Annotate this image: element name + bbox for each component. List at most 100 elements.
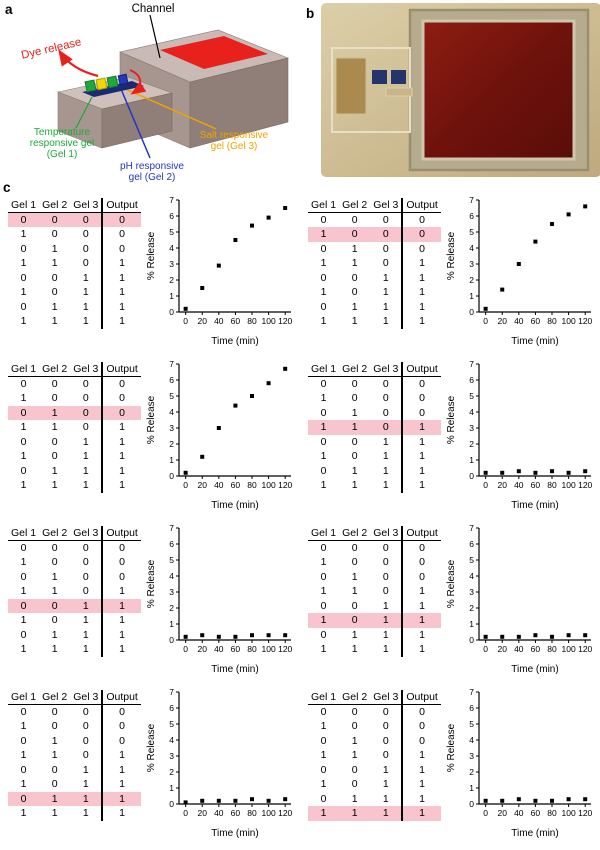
truth-table-cell: 1 xyxy=(51,570,58,583)
truth-table-cell: 0 xyxy=(351,599,358,612)
svg-text:120: 120 xyxy=(578,316,592,326)
gel3-label-line2: gel (Gel 3) xyxy=(211,141,258,152)
truth-table-cell: 0 xyxy=(320,242,327,255)
truth-table-cell: 1 xyxy=(20,257,27,270)
svg-text:20: 20 xyxy=(197,316,207,326)
truth-table-cell: 1 xyxy=(401,584,441,599)
truth-table-cell: 0 xyxy=(401,555,441,570)
gel1-temperature-cube-2 xyxy=(106,75,119,89)
truth-table-cell: 1 xyxy=(351,300,358,313)
svg-text:% Release: % Release xyxy=(146,559,157,608)
svg-text:4: 4 xyxy=(469,407,474,417)
truth-table-cell: 0 xyxy=(382,706,389,718)
truth-table-cell: 0 xyxy=(20,734,27,747)
truth-table-header: Output xyxy=(101,198,141,213)
truth-table-cell: 1 xyxy=(20,479,27,492)
truth-table-header-row: Gel 1 Gel 2 Gel 3 Output xyxy=(8,198,141,213)
svg-text:80: 80 xyxy=(547,480,557,490)
truth-table-cell: 1 xyxy=(101,478,141,493)
svg-text:% Release: % Release xyxy=(446,723,457,772)
svg-text:40: 40 xyxy=(214,316,224,326)
truth-table-cell: 1 xyxy=(20,720,27,733)
svg-text:6: 6 xyxy=(169,539,174,549)
svg-text:2: 2 xyxy=(169,767,174,777)
svg-text:0: 0 xyxy=(469,471,474,481)
truth-table-header: Gel 1 xyxy=(8,690,40,705)
truth-table-cell: 1 xyxy=(101,299,141,314)
truth-table-cell: 1 xyxy=(351,464,358,477)
truth-table-cell: 1 xyxy=(51,464,58,477)
svg-text:5: 5 xyxy=(469,719,474,729)
svg-text:120: 120 xyxy=(578,480,592,490)
truth-table-header: Gel 1 xyxy=(8,526,40,541)
truth-table-cell: 1 xyxy=(101,627,141,642)
gel3-label-line1: Salt responsive xyxy=(200,130,269,141)
svg-text:0: 0 xyxy=(469,635,474,645)
truth-table-cell: 1 xyxy=(51,628,58,641)
truth-table-header: Gel 1 xyxy=(308,690,340,705)
svg-text:40: 40 xyxy=(214,644,224,654)
truth-table-cell: 1 xyxy=(382,792,389,805)
truth-table-cell: 1 xyxy=(401,598,441,613)
truth-table-cell: 0 xyxy=(401,241,441,256)
release-plot: 0 1 2 3 4 5 6 7 0 20 40 60 80 100 120 % Release Time (mi… xyxy=(146,195,293,347)
truth-table-cell: 1 xyxy=(382,599,389,612)
truth-table-cell: 1 xyxy=(308,806,340,821)
truth-table-cell: 1 xyxy=(351,792,358,805)
svg-text:7: 7 xyxy=(169,687,174,697)
truth-table-header: Gel 3 xyxy=(370,690,403,705)
truth-table-cell: 1 xyxy=(20,421,27,434)
truth-table-cell: 1 xyxy=(101,598,141,613)
svg-text:0: 0 xyxy=(183,808,188,818)
truth-table-cell: 1 xyxy=(51,300,58,313)
truth-table-cell: 1 xyxy=(101,613,141,628)
svg-text:40: 40 xyxy=(514,480,524,490)
truth-table-cell: 1 xyxy=(51,643,58,656)
truth-table-cell: 0 xyxy=(401,704,441,719)
truth-table-cell: 0 xyxy=(51,286,58,299)
svg-text:6: 6 xyxy=(469,703,474,713)
svg-text:Time (min): Time (min) xyxy=(211,336,258,347)
truth-table-header: Gel 2 xyxy=(39,362,71,377)
truth-table-header: Output xyxy=(101,526,141,541)
svg-text:% Release: % Release xyxy=(446,559,457,608)
truth-table-cell: 0 xyxy=(82,556,89,569)
svg-text:1: 1 xyxy=(469,455,474,465)
svg-text:20: 20 xyxy=(497,644,507,654)
svg-text:100: 100 xyxy=(261,644,275,654)
truth-table-cell: 0 xyxy=(101,555,141,570)
truth-table-cell: 0 xyxy=(351,450,358,463)
truth-table-cell: 0 xyxy=(382,214,389,226)
truth-table-cell: 1 xyxy=(320,450,327,463)
truth-table-cell: 0 xyxy=(401,540,441,555)
truth-table-cell: 0 xyxy=(382,556,389,569)
truth-table-header: Gel 3 xyxy=(70,198,103,213)
truth-table-header: Gel 1 xyxy=(8,362,40,377)
svg-text:5: 5 xyxy=(469,227,474,237)
svg-text:7: 7 xyxy=(169,523,174,533)
truth-table-cell: 0 xyxy=(20,464,27,477)
truth-table-cell: 0 xyxy=(51,228,58,241)
truth-table-cell: 0 xyxy=(351,271,358,284)
truth-table-cell: 0 xyxy=(20,242,27,255)
svg-text:20: 20 xyxy=(497,480,507,490)
truth-table-cell: 1 xyxy=(339,806,371,821)
truth-table-cell: 1 xyxy=(20,585,27,598)
svg-text:Time (min): Time (min) xyxy=(211,664,258,675)
truth-table-cell: 1 xyxy=(308,613,340,628)
